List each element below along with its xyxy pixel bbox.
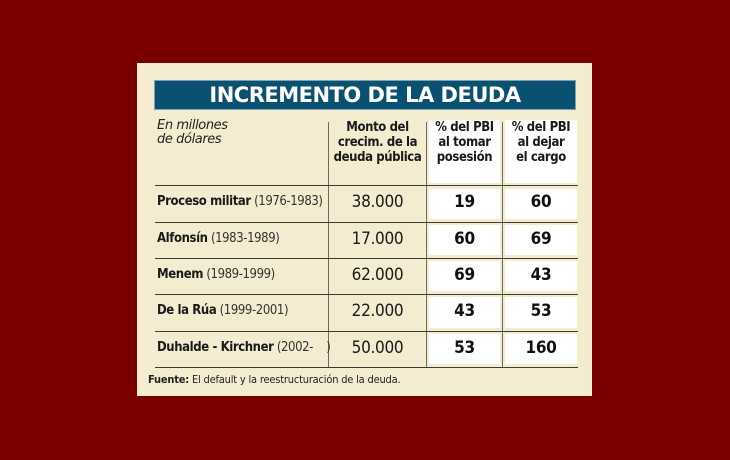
row-pbi-end: 69 — [530, 229, 552, 249]
row-years: (1999-2001) — [219, 303, 289, 318]
source-label: Fuente: — [148, 373, 190, 386]
row-name: Duhalde - Kirchner — [157, 340, 274, 355]
row-pbi-end: 53 — [530, 301, 552, 321]
header-box-pbi-end — [505, 120, 577, 183]
row-amount: 38.000 — [351, 192, 404, 212]
row-years: (1976-1983) — [254, 194, 323, 209]
row-label-menem: Menem (1989-1999) — [157, 267, 275, 282]
cell-box — [429, 189, 500, 219]
row-divider — [155, 258, 578, 259]
row-name: Alfonsín — [157, 231, 208, 246]
cell-box — [429, 225, 500, 255]
row-name: De la Rúa — [157, 303, 217, 318]
row-label-duhalde-kirchner: Duhalde - Kirchner (2002- ) — [157, 340, 331, 355]
row-pbi-start: 69 — [454, 265, 475, 285]
cell-box — [429, 334, 500, 364]
row-label-de-la-rua: De la Rúa (1999-2001) — [157, 303, 289, 318]
debt-table-panel: INCREMENTO DE LA DEUDA En millones de dó… — [137, 63, 592, 396]
cell-box — [505, 189, 577, 219]
cell-box — [505, 297, 577, 328]
column-divider — [328, 122, 329, 368]
header-box-pbi-start — [429, 120, 500, 183]
row-years: (1989-1999) — [206, 267, 275, 282]
source-note: Fuente: El default y la reestructuración… — [148, 373, 401, 386]
row-pbi-start: 19 — [454, 192, 475, 212]
table-title: INCREMENTO DE LA DEUDA — [154, 80, 576, 110]
row-name: Menem — [157, 267, 204, 282]
column-divider — [426, 122, 427, 368]
row-label-proceso-militar: Proceso militar (1976-1983) — [157, 194, 323, 209]
cell-box — [505, 225, 577, 255]
row-amount: 50.000 — [351, 338, 404, 358]
row-divider — [155, 367, 578, 368]
cell-box — [505, 334, 577, 364]
cell-box — [505, 261, 577, 291]
row-pbi-end: 160 — [525, 338, 557, 358]
row-amount: 17.000 — [351, 229, 404, 249]
row-years: (2002- ) — [276, 340, 331, 355]
row-divider — [155, 294, 578, 295]
row-pbi-start: 60 — [454, 229, 475, 249]
row-label-alfonsin: Alfonsín (1983-1989) — [157, 231, 280, 246]
row-amount: 22.000 — [351, 301, 404, 321]
row-divider — [155, 222, 578, 223]
column-divider — [502, 122, 503, 368]
row-divider — [155, 331, 578, 332]
unit-label: En millones de dólares — [157, 118, 228, 147]
row-amount: 62.000 — [351, 265, 404, 285]
row-pbi-start: 43 — [454, 301, 475, 321]
column-header-pbi-start: % del PBI al tomar posesión — [435, 120, 494, 165]
row-pbi-end: 43 — [530, 265, 552, 285]
cell-box — [429, 297, 500, 328]
row-divider — [155, 185, 578, 186]
row-years: (1983-1989) — [210, 231, 280, 246]
row-pbi-end: 60 — [530, 192, 552, 212]
column-header-pbi-end: % del PBI al dejar el cargo — [511, 120, 571, 165]
row-pbi-start: 53 — [454, 338, 475, 358]
source-text: El default y la reestructuración de la d… — [191, 373, 401, 386]
cell-box — [429, 261, 500, 291]
row-name: Proceso militar — [157, 194, 251, 209]
column-header-amount: Monto del crecim. de la deuda pública — [333, 120, 422, 165]
